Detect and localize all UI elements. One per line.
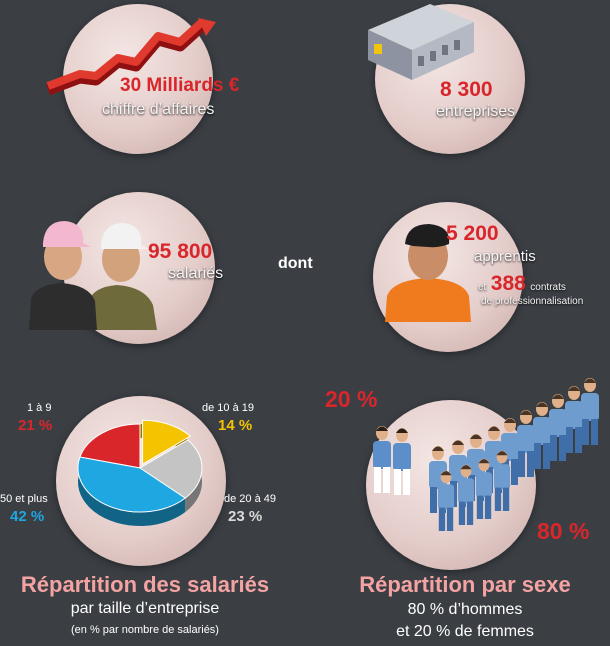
apprentices-label: apprentis [474,248,536,265]
employees-label: salariés [168,265,224,282]
companies-label: entreprises [436,103,516,120]
pie-note: (en % par nombre de salariés) [71,624,219,636]
men-share: 80 % [537,518,590,544]
man-figure [549,394,567,461]
women-share: 20 % [325,386,378,412]
pie-slice-1 [142,419,192,466]
contracts-label-b: de professionnalisation [481,296,584,307]
pie-chart [77,419,203,526]
workers-icon [29,221,157,330]
gender-men: 80 % d’hommes [407,601,523,618]
pie-label-10-19: de 10 à 19 [202,402,254,414]
pie-value-10-19: 14 % [218,417,253,434]
pie-value-20-49: 23 % [228,508,263,525]
pie-slice-2 [139,439,203,499]
apprentices-value: 5 200 [446,222,499,245]
revenue-value: 30 Milliards € [120,75,240,96]
man-figure [493,450,511,511]
contracts-prefix: et [478,282,487,293]
pie-slice-3 [77,456,187,513]
man-figure [475,458,493,519]
man-figure [533,402,551,469]
contracts-label-a: contrats [530,282,566,293]
growth-arrow-icon [46,18,216,96]
connector-text: dont [278,255,313,272]
man-figure [457,464,475,525]
revenue-label: chiffre d’affaires [102,101,215,118]
man-figure [581,378,599,445]
gender-women: et 20 % de femmes [396,623,534,640]
man-figure [517,410,535,477]
people-icon [373,378,599,531]
employees-value: 95 800 [148,240,213,263]
pie-label-50-plus: 50 et plus [0,493,48,505]
pie-subtitle: par taille d’entreprise [70,600,220,617]
apprentice-icon [385,224,471,322]
contracts-value: 388 [490,272,526,295]
man-figure [437,470,455,531]
companies-value: 8 300 [440,78,493,101]
pie-title: Répartition des salariés [20,572,270,597]
disc-apprentices [373,202,523,352]
pie-value-1-9: 21 % [18,417,53,434]
woman-figure [373,426,391,493]
pie-label-20-49: de 20 à 49 [224,493,276,505]
man-figure [565,386,583,453]
pie-label-1-9: 1 à 9 [27,402,52,414]
gender-title: Répartition par sexe [359,572,571,597]
pie-side-3 [78,457,186,526]
factory-icon [368,4,474,80]
pie-slice-0 [79,423,141,469]
woman-figure [393,428,411,495]
pie-value-50-plus: 42 % [10,508,45,525]
